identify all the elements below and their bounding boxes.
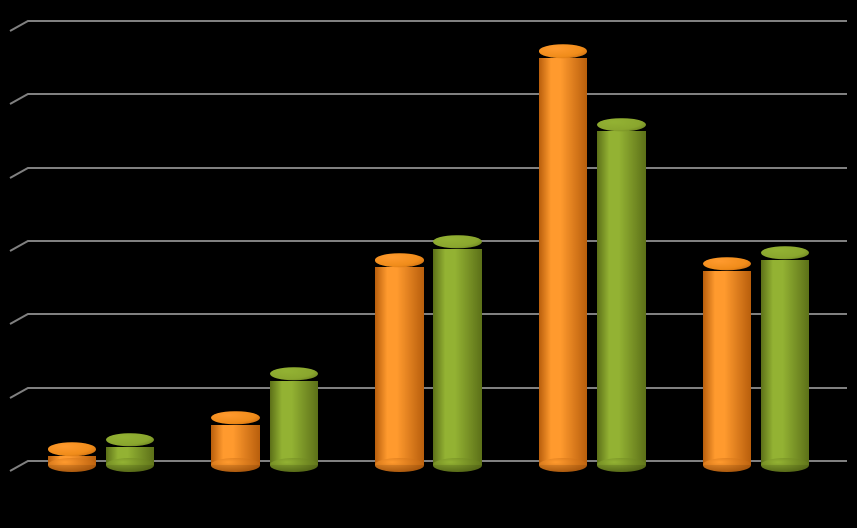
gridline — [28, 20, 847, 22]
bar-series-a-c4 — [539, 51, 587, 465]
gridline-depth — [10, 20, 29, 32]
gridline-depth — [10, 240, 29, 252]
gridline — [28, 167, 847, 169]
bar-chart-3d — [0, 0, 857, 528]
bar-series-a-c5 — [703, 264, 751, 465]
bar-series-b-c1 — [106, 440, 154, 465]
bar-series-b-c4 — [597, 125, 645, 465]
gridline — [28, 93, 847, 95]
gridline-depth — [10, 167, 29, 179]
bar-series-b-c2 — [270, 374, 318, 465]
bar-series-b-c3 — [433, 242, 481, 465]
gridline-depth — [10, 387, 29, 399]
bar-series-a-c1 — [48, 449, 96, 465]
gridline-depth — [10, 460, 29, 472]
gridline-depth — [10, 93, 29, 105]
bar-series-a-c3 — [375, 260, 423, 465]
bar-series-b-c5 — [761, 253, 809, 465]
bar-series-a-c2 — [211, 418, 259, 465]
gridline-depth — [10, 313, 29, 325]
